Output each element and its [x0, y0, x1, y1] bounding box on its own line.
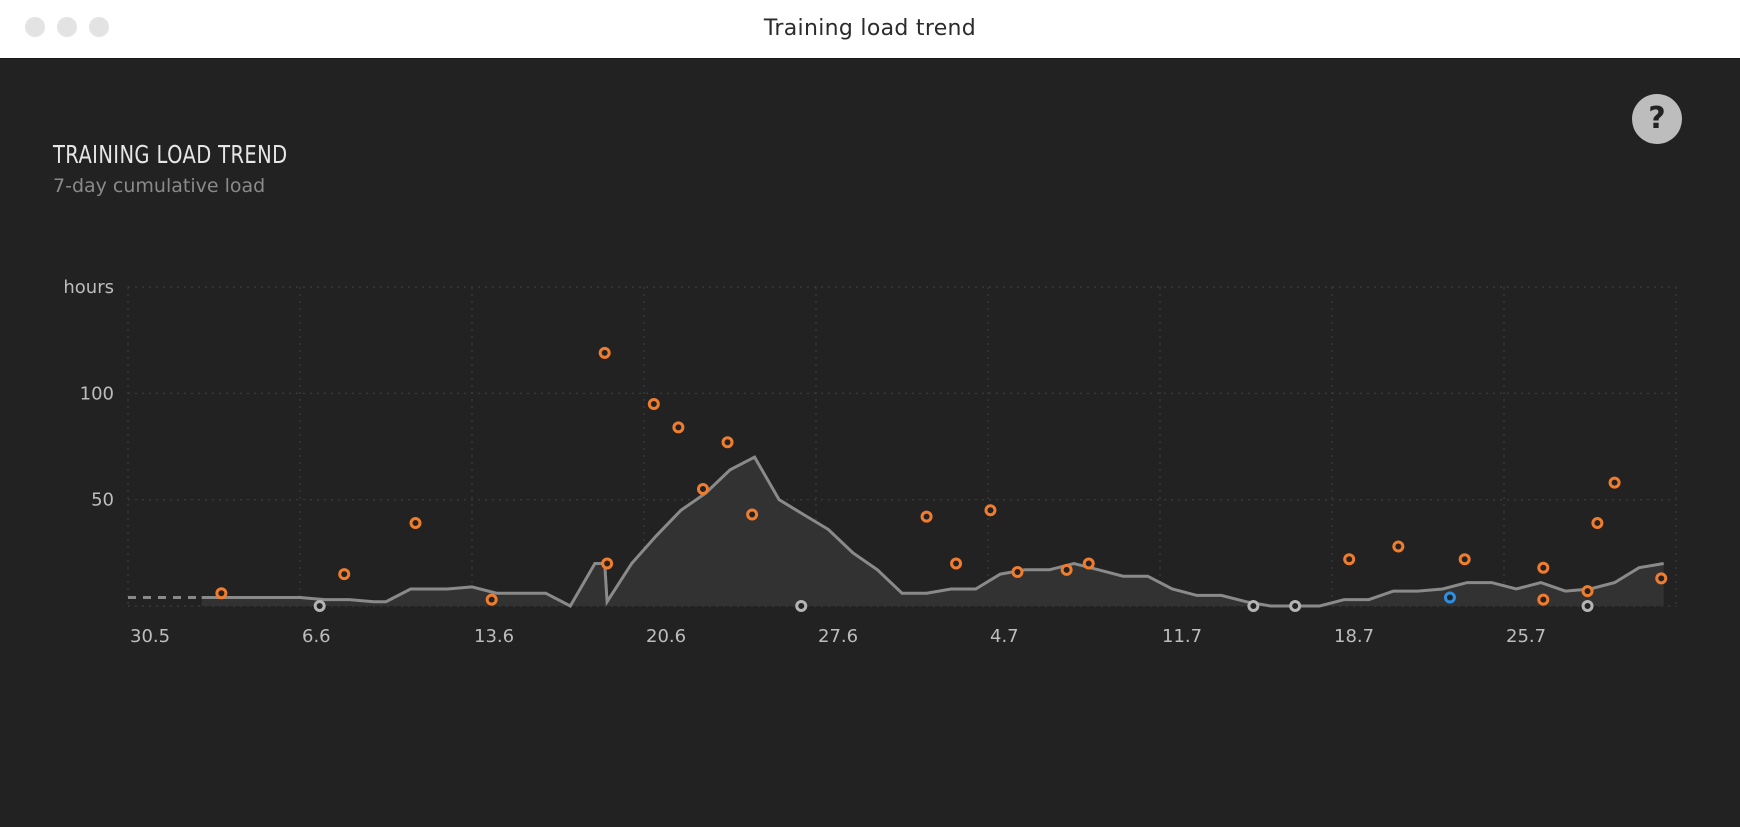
y-tick-label: 50: [91, 490, 114, 511]
activity-point[interactable]: [1443, 591, 1456, 604]
activity-point[interactable]: [1343, 553, 1356, 566]
activity-point[interactable]: [1458, 553, 1471, 566]
activity-point[interactable]: [746, 508, 759, 521]
activity-point[interactable]: [1011, 565, 1024, 578]
activity-point[interactable]: [1082, 557, 1095, 570]
x-tick-label: 27.6: [818, 626, 858, 647]
x-tick-label: 13.6: [474, 626, 514, 647]
x-tick-label: 25.7: [1506, 626, 1546, 647]
activity-point[interactable]: [1247, 600, 1260, 612]
x-tick-label: 11.7: [1162, 626, 1202, 647]
activity-point[interactable]: [409, 517, 422, 530]
chart-title: TRAINING LOAD TREND: [53, 140, 288, 169]
activity-point[interactable]: [215, 587, 228, 600]
load-line: [201, 455, 1664, 608]
activity-point[interactable]: [598, 346, 611, 359]
window-titlebar: Training load trend: [0, 0, 1740, 58]
y-axis-label: hours: [63, 277, 114, 298]
activity-point[interactable]: [920, 510, 933, 523]
minimize-window-button[interactable]: [57, 17, 77, 37]
help-button[interactable]: ?: [1632, 94, 1682, 144]
chart-panel: [0, 58, 1740, 827]
activity-point[interactable]: [647, 397, 660, 410]
activity-point[interactable]: [696, 483, 709, 496]
close-window-button[interactable]: [25, 17, 45, 37]
window-title: Training load trend: [763, 16, 977, 41]
activity-point[interactable]: [984, 504, 997, 517]
activity-point[interactable]: [1655, 572, 1668, 585]
chart-grid: [127, 286, 1677, 607]
axis-ticks: hours 50 100 30.5 6.6 13.6 20.6 27.6 4.7 11.7 18.…: [63, 277, 1546, 647]
chart-subtitle: 7-day cumulative load: [53, 175, 266, 197]
activity-point[interactable]: [795, 600, 808, 612]
activity-point[interactable]: [1060, 563, 1073, 576]
load-area: [201, 457, 1664, 606]
x-tick-label: 4.7: [990, 626, 1019, 647]
x-tick-label: 6.6: [302, 626, 331, 647]
activity-points: [215, 346, 1668, 612]
x-tick-label: 30.5: [130, 626, 170, 647]
activity-point[interactable]: [1289, 600, 1302, 612]
activity-point[interactable]: [338, 568, 351, 581]
y-tick-label: 100: [80, 383, 114, 404]
x-tick-label: 18.7: [1334, 626, 1374, 647]
activity-point[interactable]: [721, 436, 734, 449]
activity-point[interactable]: [601, 557, 614, 570]
activity-point[interactable]: [1581, 600, 1594, 612]
activity-point[interactable]: [1608, 476, 1621, 489]
zoom-window-button[interactable]: [89, 17, 109, 37]
x-tick-label: 20.6: [646, 626, 686, 647]
question-mark-icon: ?: [1648, 101, 1666, 136]
activity-point[interactable]: [950, 557, 963, 570]
activity-point[interactable]: [313, 600, 326, 612]
activity-point[interactable]: [1581, 585, 1594, 598]
activity-point[interactable]: [672, 421, 685, 434]
activity-point[interactable]: [1591, 517, 1604, 530]
activity-point[interactable]: [1392, 540, 1405, 553]
activity-point[interactable]: [1537, 561, 1550, 574]
activity-point[interactable]: [1537, 593, 1550, 606]
activity-point[interactable]: [485, 593, 498, 606]
